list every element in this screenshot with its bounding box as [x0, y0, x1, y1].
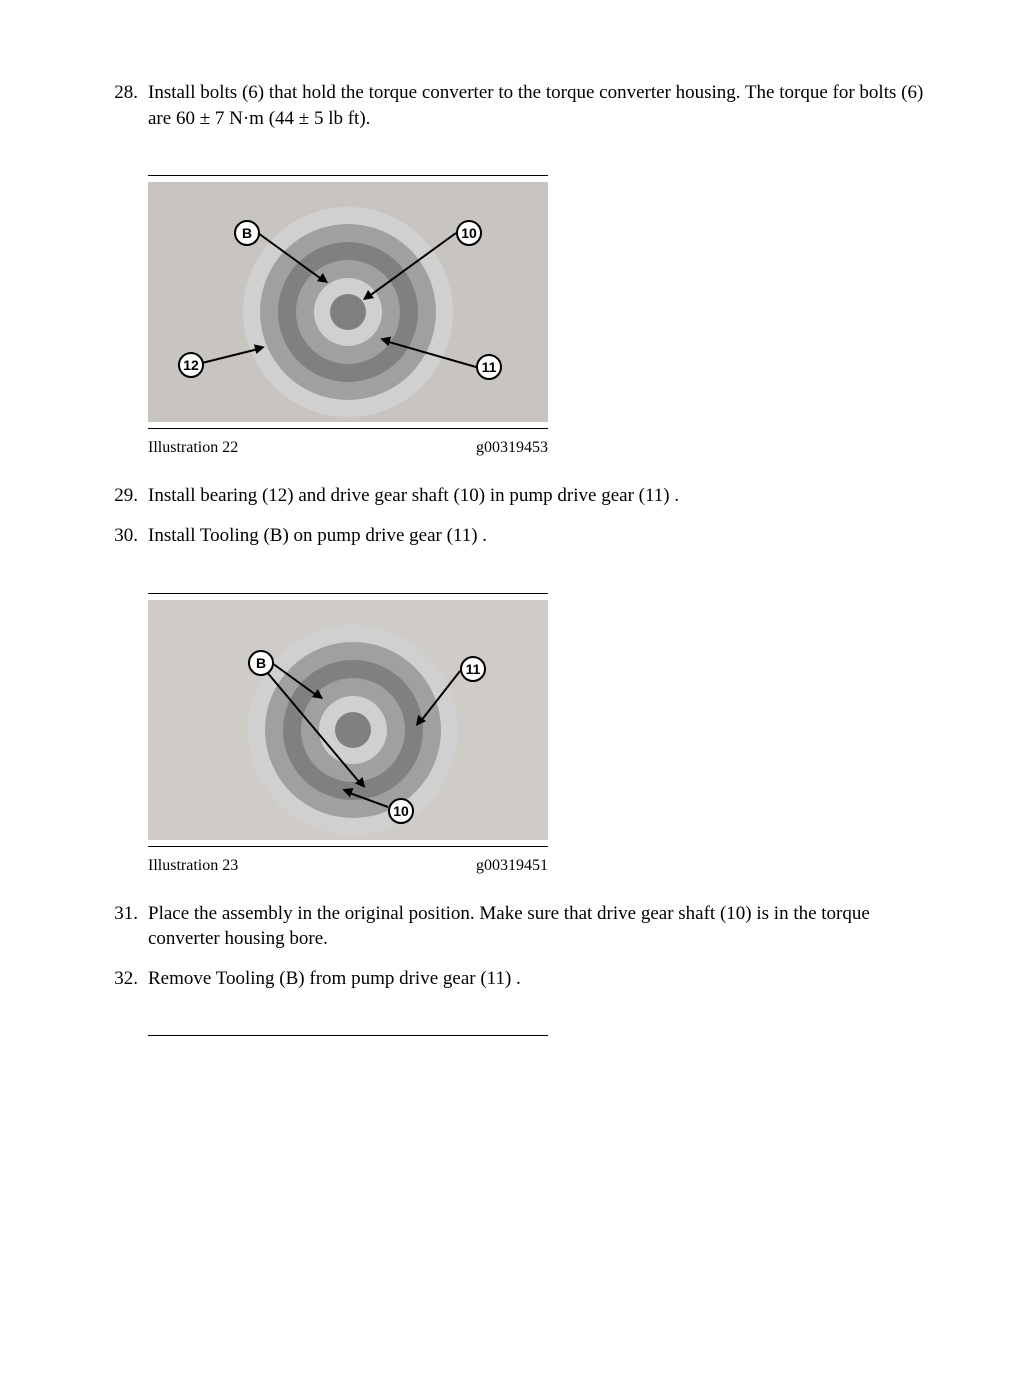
callout-B: B [248, 650, 274, 676]
step-number: 31. [100, 901, 148, 952]
figure-22-image: B 10 11 12 [148, 182, 548, 422]
gear-ring [335, 712, 371, 748]
figure-24-partial [148, 1035, 548, 1036]
step-number: 32. [100, 966, 148, 992]
figure-23-image: B 11 10 [148, 600, 548, 840]
callout-10: 10 [456, 220, 482, 246]
callout-10: 10 [388, 798, 414, 824]
step-28: 28. Install bolts (6) that hold the torq… [100, 80, 924, 131]
figure-code: g00319453 [476, 439, 548, 457]
callout-B: B [234, 220, 260, 246]
step-29: 29. Install bearing (12) and drive gear … [100, 483, 924, 509]
figure-rule-top [148, 175, 548, 176]
figure-rule-top [148, 593, 548, 594]
step-32: 32. Remove Tooling (B) from pump drive g… [100, 966, 924, 992]
figure-rule-bottom [148, 428, 548, 429]
step-list: 31. Place the assembly in the original p… [100, 901, 924, 992]
step-text: Remove Tooling (B) from pump drive gear … [148, 966, 924, 992]
step-number: 29. [100, 483, 148, 509]
figure-22-caption: Illustration 22 g00319453 [148, 439, 548, 457]
figure-label: Illustration 22 [148, 439, 238, 457]
callout-12: 12 [178, 352, 204, 378]
callout-11: 11 [460, 656, 486, 682]
figure-23-caption: Illustration 23 g00319451 [148, 857, 548, 875]
step-text: Install bearing (12) and drive gear shaf… [148, 483, 924, 509]
step-text: Install Tooling (B) on pump drive gear (… [148, 523, 924, 549]
figure-label: Illustration 23 [148, 857, 238, 875]
step-31: 31. Place the assembly in the original p… [100, 901, 924, 952]
step-text: Install bolts (6) that hold the torque c… [148, 80, 924, 131]
step-text: Place the assembly in the original posit… [148, 901, 924, 952]
figure-23: B 11 10 Illustration 23 g00319451 [148, 593, 548, 875]
step-30: 30. Install Tooling (B) on pump drive ge… [100, 523, 924, 549]
step-list: 29. Install bearing (12) and drive gear … [100, 483, 924, 548]
step-number: 28. [100, 80, 148, 131]
callout-11: 11 [476, 354, 502, 380]
figure-code: g00319451 [476, 857, 548, 875]
step-list: 28. Install bolts (6) that hold the torq… [100, 80, 924, 131]
figure-rule-bottom [148, 846, 548, 847]
figure-rule-top [148, 1035, 548, 1036]
figure-22: B 10 11 12 Illustration 22 g00319453 [148, 175, 548, 457]
manual-page: 28. Install bolts (6) that hold the torq… [0, 0, 1024, 1102]
step-number: 30. [100, 523, 148, 549]
callout-leader [202, 348, 261, 364]
